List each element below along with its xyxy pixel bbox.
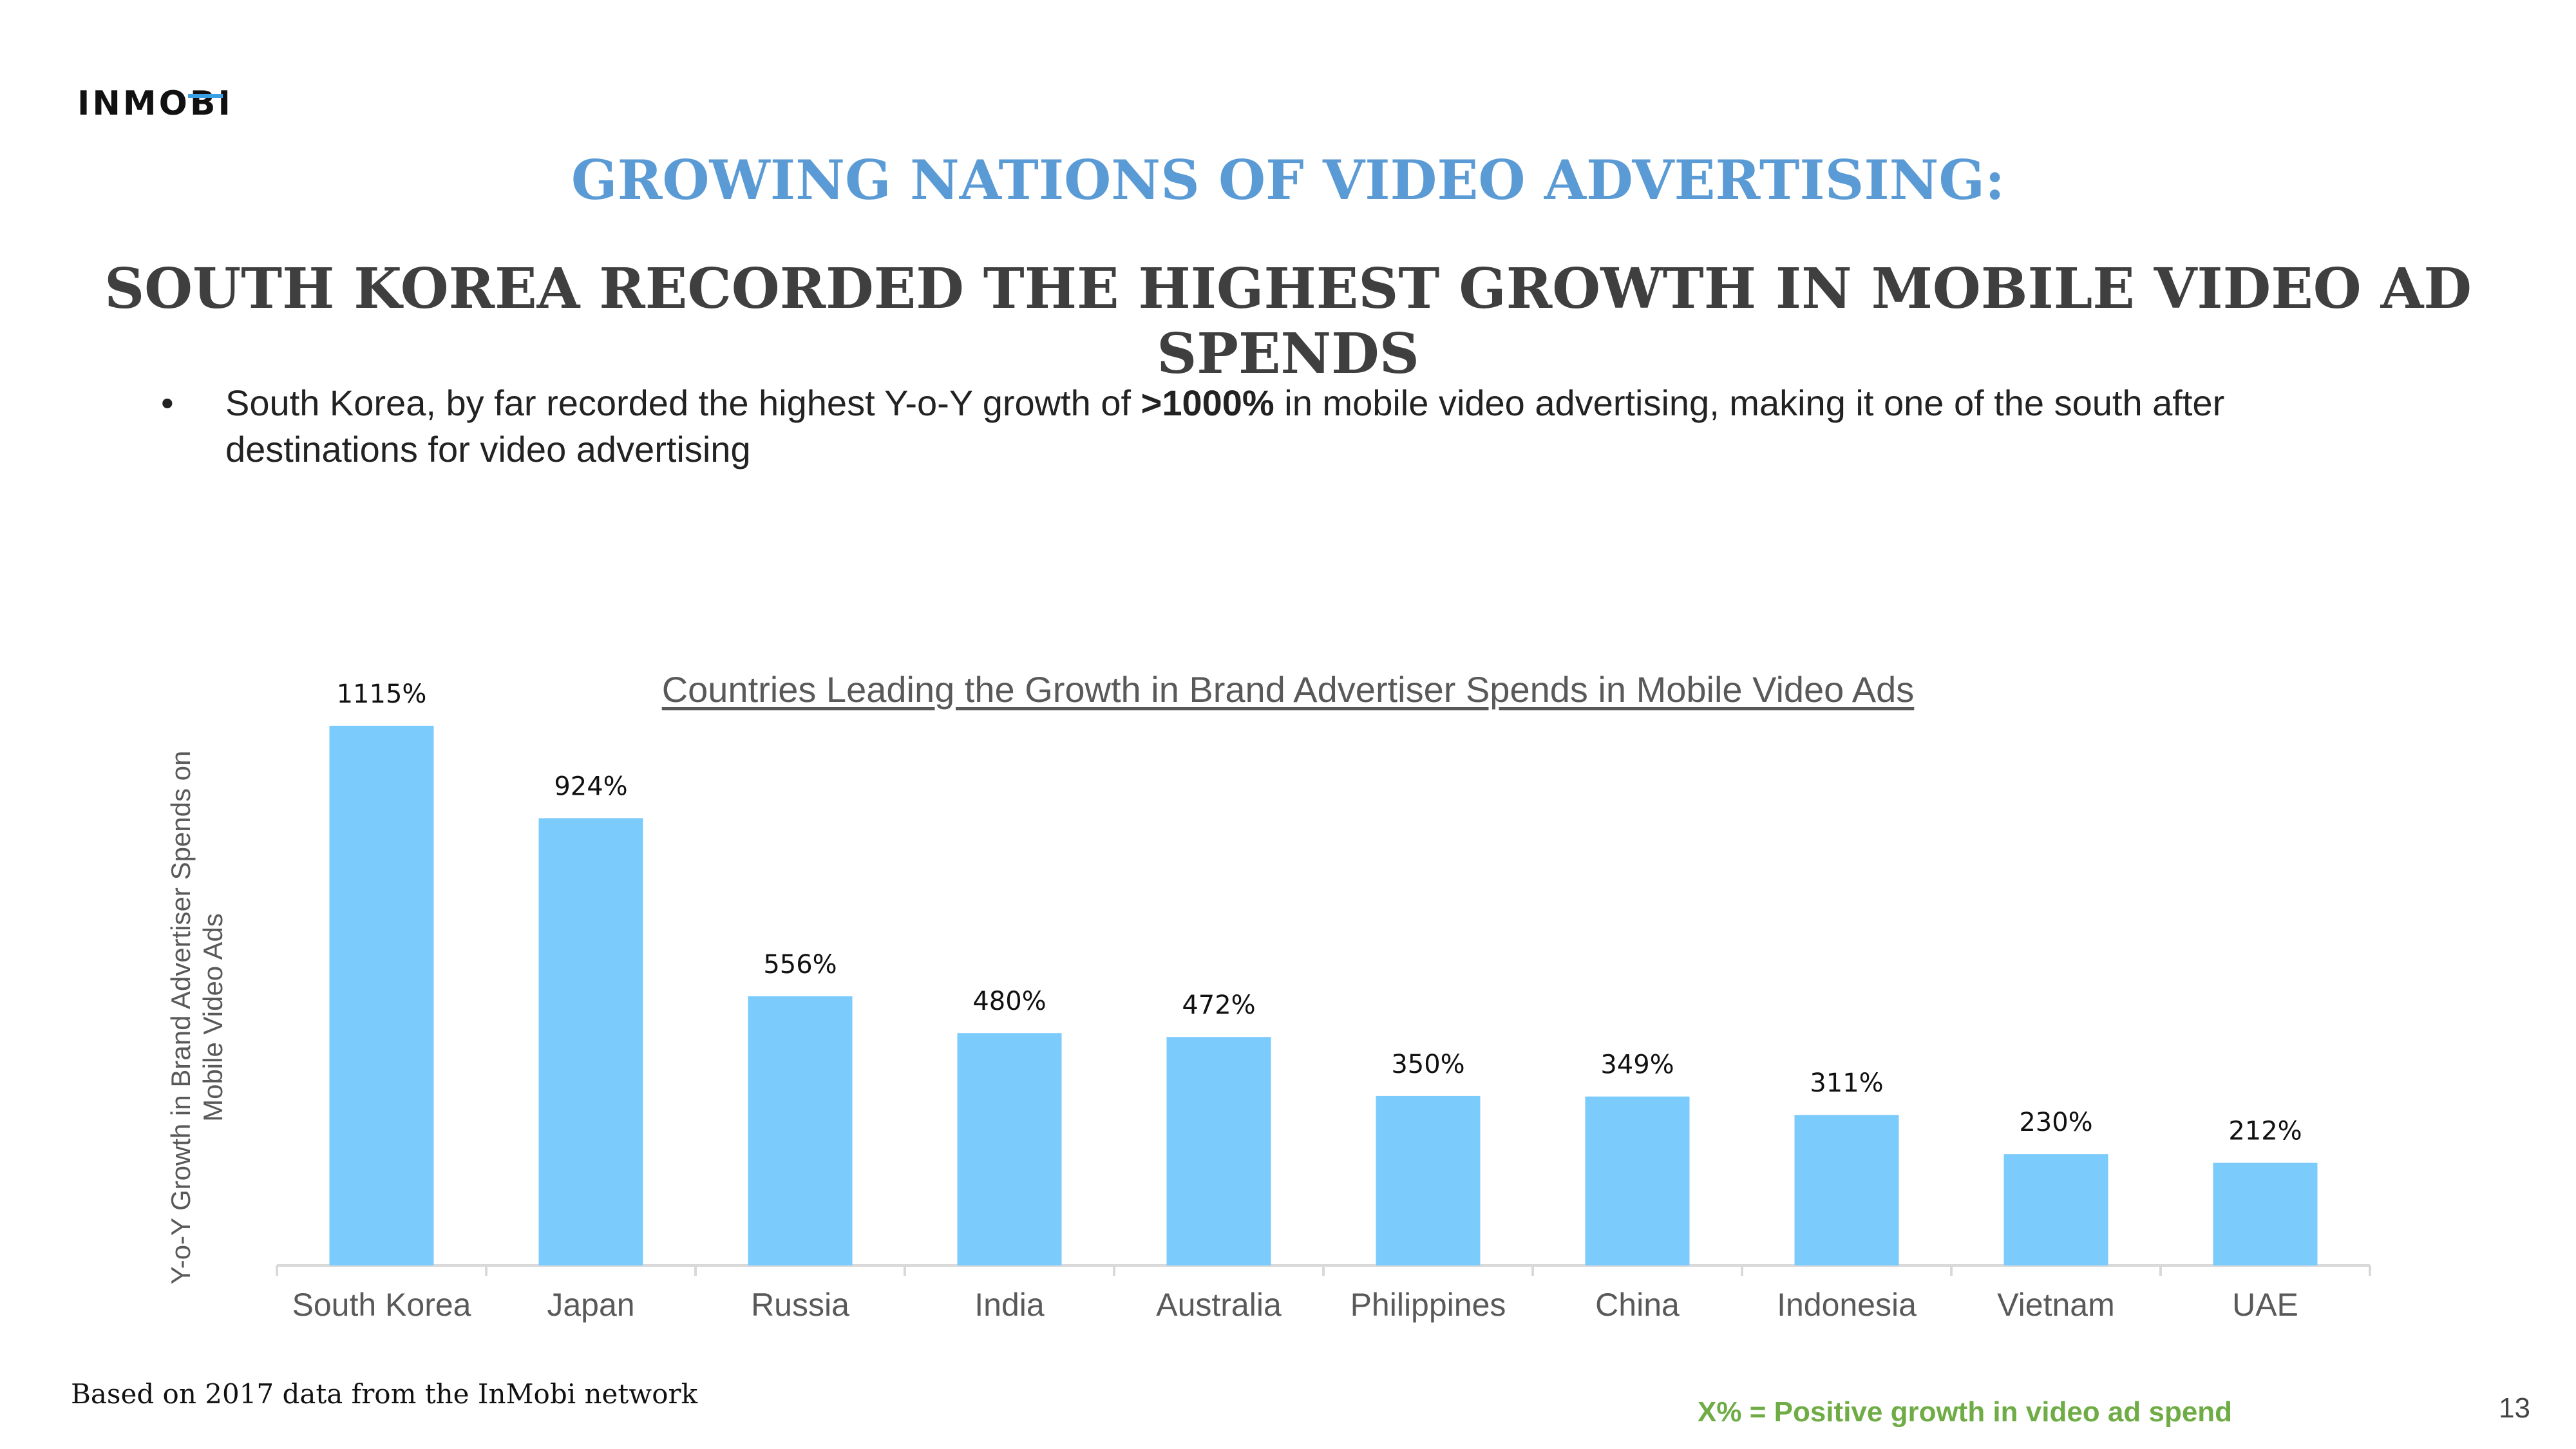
data-label: 349% xyxy=(1600,1050,1674,1080)
data-label: 350% xyxy=(1391,1050,1464,1079)
bar-vietnam xyxy=(2003,1154,2108,1265)
bar-india xyxy=(957,1033,1062,1265)
chart-title: Countries Leading the Growth in Brand Ad… xyxy=(661,669,1915,710)
x-tick-label: India xyxy=(974,1287,1045,1323)
source-footnote: Based on 2017 data from the InMobi netwo… xyxy=(71,1378,698,1410)
bar-russia xyxy=(748,996,853,1265)
bullet-dot: • xyxy=(161,383,174,423)
slide-subtitle: SOUTH KOREA RECORDED THE HIGHEST GROWTH … xyxy=(104,256,2472,386)
data-label: 472% xyxy=(1182,990,1255,1020)
x-tick-label: Russia xyxy=(751,1287,849,1323)
svg-text:INMOBI: INMOBI xyxy=(77,84,233,121)
x-tick-label: South Korea xyxy=(292,1287,471,1323)
x-tick-label: Indonesia xyxy=(1777,1287,1917,1323)
data-label: 212% xyxy=(2228,1117,2302,1146)
bullet-text: South Korea, by far recorded the highest… xyxy=(225,383,2225,469)
slide-title: GROWING NATIONS OF VIDEO ADVERTISING: xyxy=(571,148,2005,212)
bar-philippines xyxy=(1376,1095,1481,1265)
bar-indonesia xyxy=(1794,1115,1899,1265)
x-tick-label: Philippines xyxy=(1350,1287,1506,1323)
x-tick-label: China xyxy=(1595,1287,1680,1323)
bar-uae xyxy=(2213,1162,2318,1265)
data-label: 311% xyxy=(1810,1068,1883,1098)
bar-china xyxy=(1585,1096,1690,1265)
inmobi-logo: INMOBI xyxy=(77,84,233,121)
x-tick-label: Australia xyxy=(1156,1287,1282,1323)
x-tick-label: Japan xyxy=(547,1287,634,1323)
x-tick-label: Vietnam xyxy=(1997,1287,2115,1323)
data-label: 556% xyxy=(763,950,837,980)
data-label: 480% xyxy=(972,987,1046,1016)
y-axis-label-line1: Y-o-Y Growth in Brand Advertiser Spends … xyxy=(166,751,196,1285)
legend-note: X% = Positive growth in video ad spend xyxy=(1698,1396,2233,1428)
bullet-highlight: >1000% xyxy=(1141,383,1274,423)
bar-japan xyxy=(538,818,643,1265)
page-number: 13 xyxy=(2499,1392,2530,1424)
x-tick-label: UAE xyxy=(2232,1287,2298,1323)
data-label: 1115% xyxy=(337,679,427,709)
bar-south-korea xyxy=(329,725,434,1265)
y-axis-label-line2: Mobile Video Ads xyxy=(198,913,228,1122)
bar-australia xyxy=(1166,1037,1271,1265)
data-label: 230% xyxy=(2019,1108,2092,1137)
y-axis-label: Y-o-Y Growth in Brand Advertiser Spends … xyxy=(166,751,228,1285)
data-label: 924% xyxy=(554,772,627,801)
